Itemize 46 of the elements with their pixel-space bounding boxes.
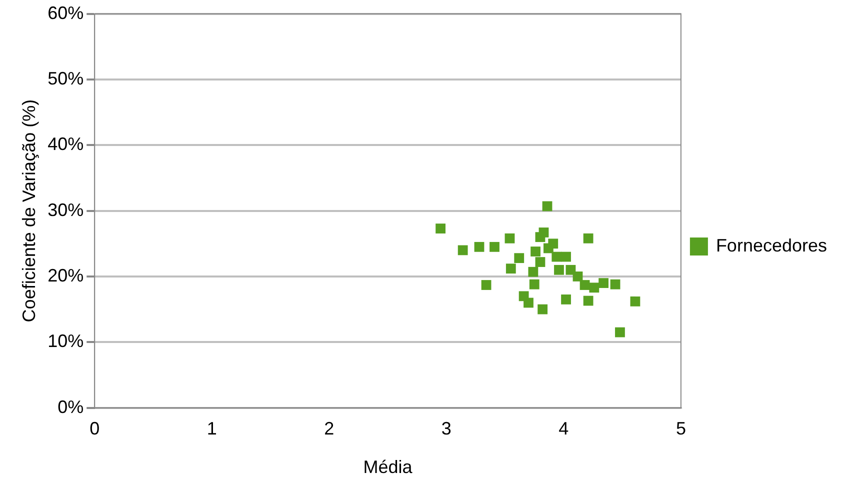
point (504, 233, 515, 244)
point (514, 253, 524, 264)
point (630, 296, 640, 306)
point (610, 279, 620, 290)
y-tick-label: 40% (48, 134, 84, 154)
point (548, 238, 558, 249)
x-tick-label: 3 (441, 418, 452, 439)
point (530, 246, 540, 256)
point (583, 296, 594, 306)
y-tick-label: 10% (48, 331, 84, 352)
point (535, 257, 546, 267)
point (481, 280, 492, 290)
point (572, 272, 583, 282)
point (561, 252, 571, 262)
x-axis-title: Média (363, 457, 414, 478)
point (524, 298, 534, 308)
y-tick-label: 20% (48, 265, 84, 286)
x-tick-label: 0 (90, 418, 100, 439)
point (598, 278, 608, 288)
y-tick-label: 60% (48, 2, 84, 23)
point (474, 242, 484, 252)
point (589, 282, 600, 293)
point (552, 252, 562, 262)
y-tick-label: 50% (48, 68, 84, 88)
y-axis-title: Coeficiente de Variação (%) (18, 99, 39, 322)
point (538, 304, 548, 314)
point (458, 245, 468, 256)
point (542, 201, 552, 212)
x-tick-label: 2 (324, 418, 334, 439)
legend-label: Fornecedores (716, 235, 828, 256)
y-tick-label: 30% (48, 200, 84, 220)
point (538, 228, 549, 238)
y-tick-label: 0% (58, 396, 84, 417)
point (436, 224, 446, 234)
point (561, 294, 571, 304)
point (583, 233, 594, 244)
point (506, 264, 516, 274)
point (615, 327, 625, 338)
point (528, 266, 538, 277)
x-tick-label: 4 (558, 418, 569, 439)
point (580, 280, 590, 290)
point (529, 279, 540, 290)
point (554, 264, 564, 275)
x-tick-label: 1 (206, 418, 217, 439)
x-tick-label: 5 (676, 418, 686, 439)
point (490, 242, 500, 252)
